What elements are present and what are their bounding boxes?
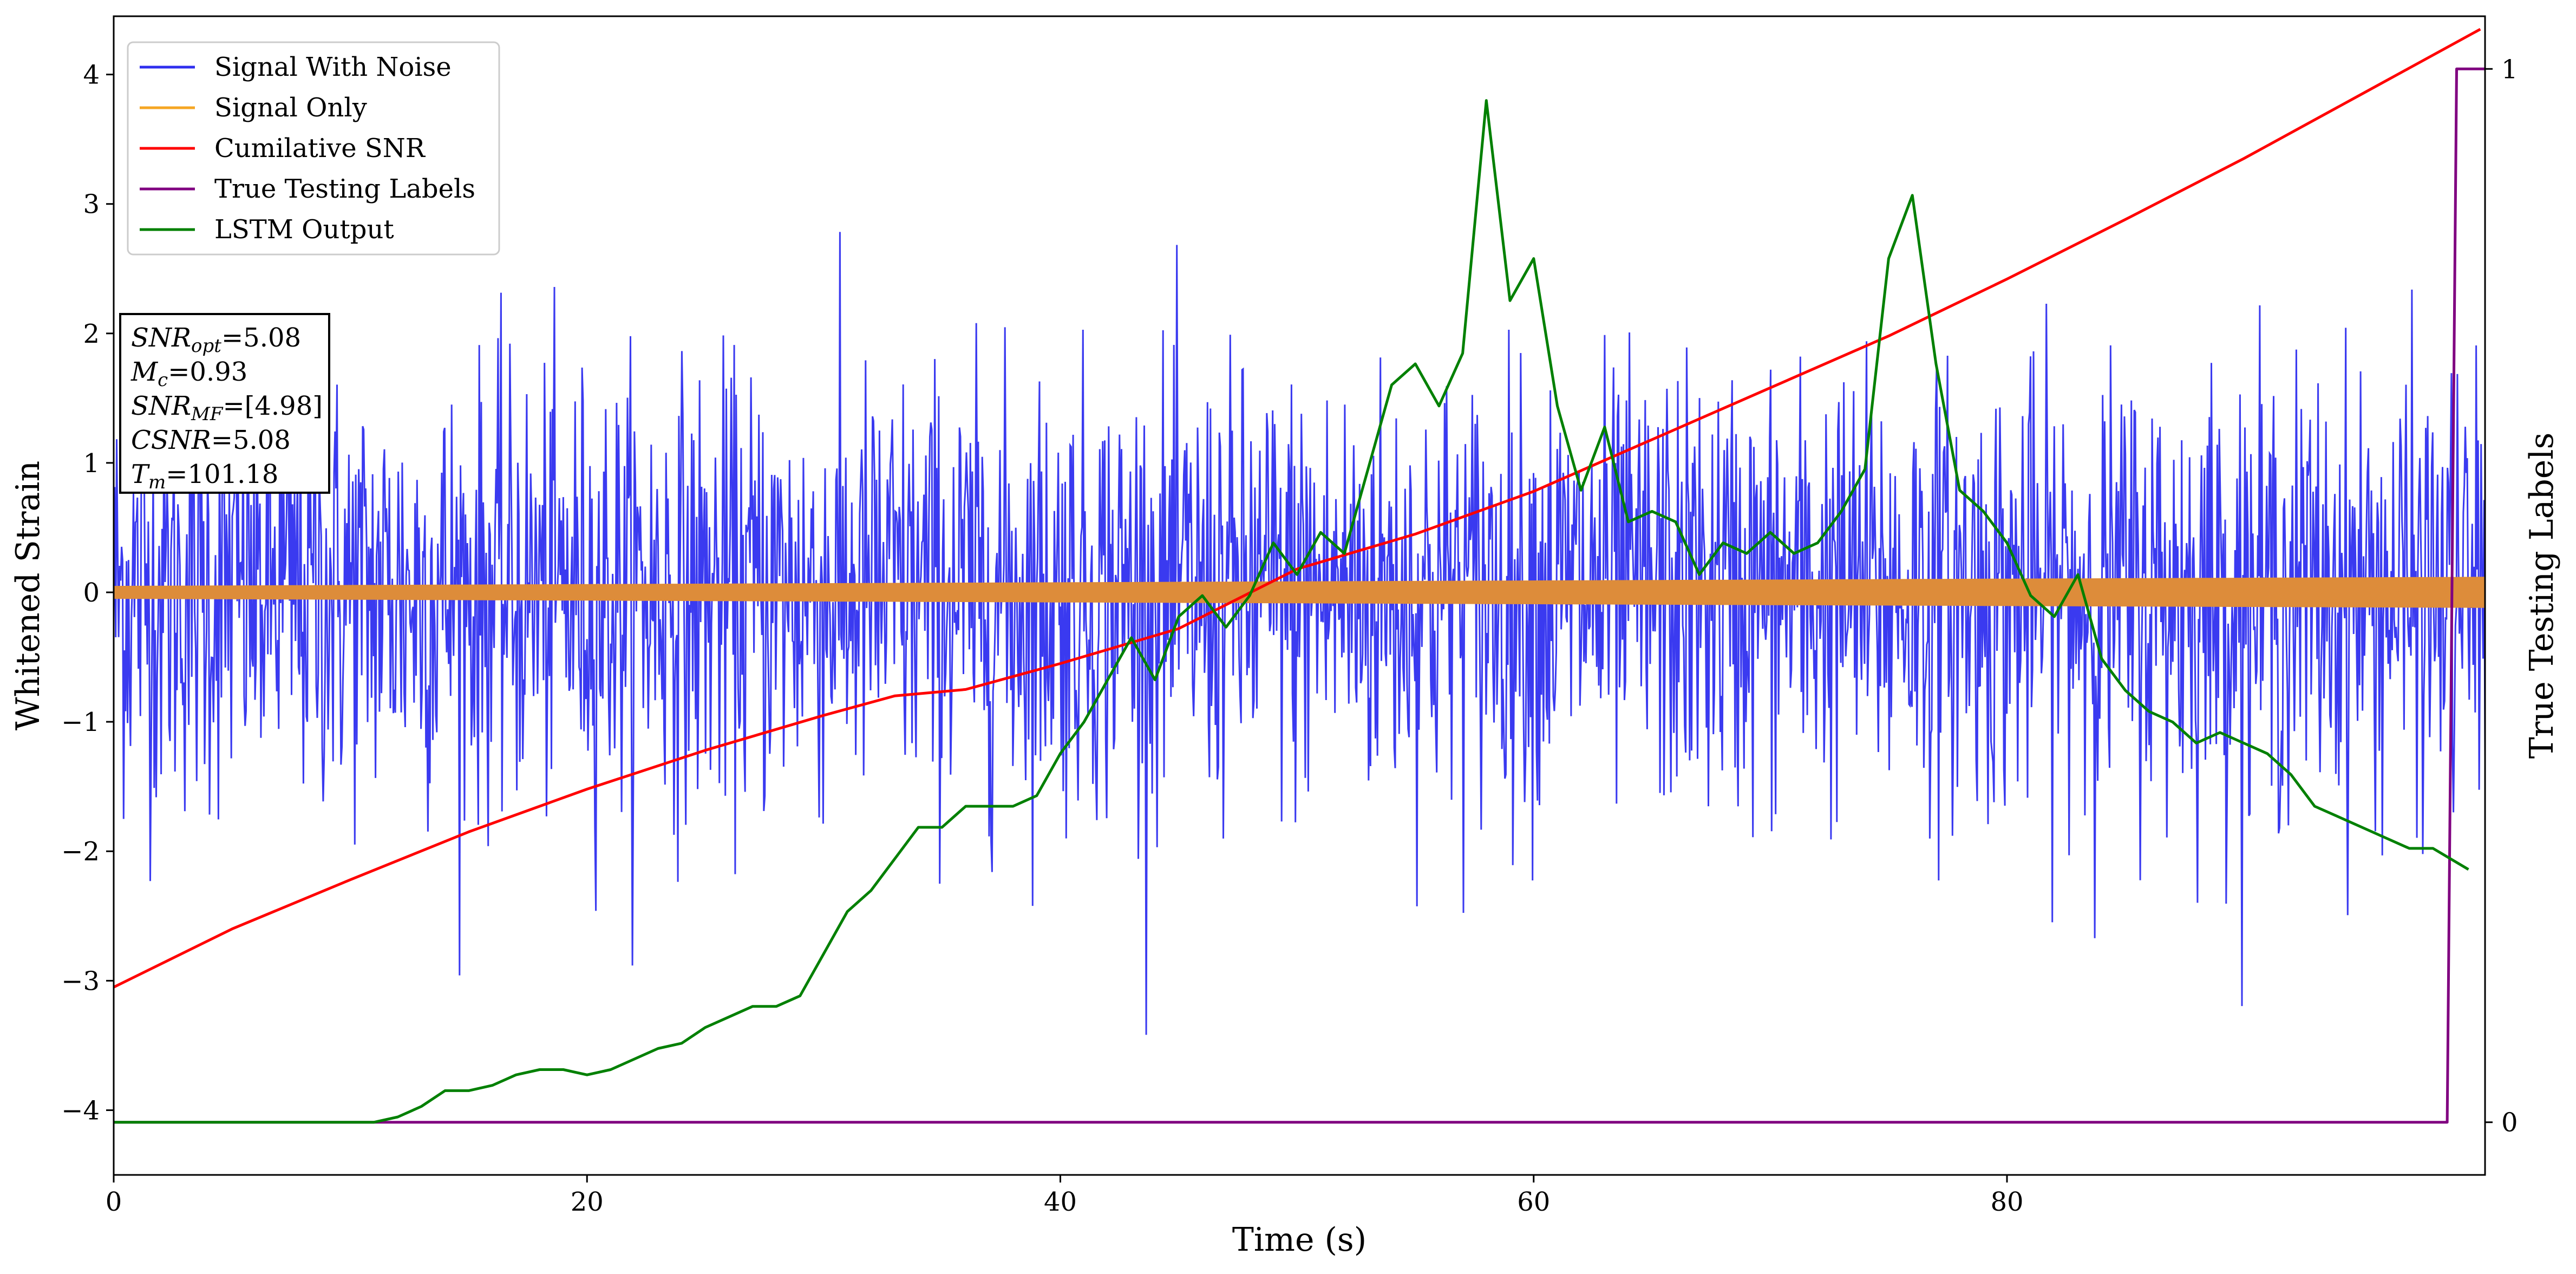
info-line: SNRopt=5.08 bbox=[131, 323, 301, 357]
y-tick-label: 3 bbox=[83, 190, 100, 220]
y-tick-label: −2 bbox=[61, 837, 100, 867]
plot-frame bbox=[113, 15, 2486, 1176]
y2-tick-label: 0 bbox=[2501, 1108, 2518, 1138]
info-line: Tm=101.18 bbox=[131, 459, 278, 493]
signal-with-noise-series bbox=[114, 232, 2485, 1035]
legend: Signal With Noise Signal Only Cumilative S… bbox=[127, 41, 500, 256]
legend-label: Cumilative SNR bbox=[214, 133, 426, 164]
info-line: Mc=0.93 bbox=[130, 357, 247, 391]
y2-axis-label: True Testing Labels bbox=[2523, 433, 2561, 759]
y-tick-label: 2 bbox=[83, 319, 100, 349]
y-tick-label: 1 bbox=[83, 448, 100, 479]
cumulative-snr-line bbox=[114, 28, 2481, 989]
signal-only-band bbox=[114, 577, 2485, 608]
lstm-output-line bbox=[114, 99, 2469, 1124]
x-tick-label: 0 bbox=[106, 1187, 122, 1217]
legend-label: True Testing Labels bbox=[214, 174, 475, 204]
x-axis-label: Time (s) bbox=[1232, 1221, 1367, 1259]
y-tick-label: 0 bbox=[83, 578, 100, 608]
y-axis-label: Whitened Strain bbox=[9, 461, 47, 730]
x-tick-label: 20 bbox=[571, 1187, 604, 1217]
y-tick-label: −3 bbox=[61, 966, 100, 996]
true-testing-labels-line bbox=[114, 67, 2485, 1124]
info-box-frame bbox=[119, 313, 330, 494]
legend-label: Signal With Noise bbox=[214, 52, 452, 82]
legend-label: LSTM Output bbox=[214, 214, 394, 245]
y-tick-label: −4 bbox=[61, 1095, 100, 1126]
noise-line bbox=[114, 232, 2485, 1035]
y-tick-label: 4 bbox=[83, 60, 100, 90]
legend-box bbox=[127, 41, 500, 256]
x-tick-label: 80 bbox=[1990, 1187, 2023, 1217]
y2-tick-label: 1 bbox=[2501, 54, 2518, 84]
info-line: CSNR=5.08 bbox=[131, 425, 291, 455]
info-line: SNRMF=[4.98] bbox=[131, 391, 323, 425]
x-tick-label: 60 bbox=[1517, 1187, 1550, 1217]
y-tick-label: −1 bbox=[61, 707, 100, 737]
x-tick-label: 40 bbox=[1044, 1187, 1077, 1217]
signal-only-series bbox=[114, 577, 2485, 608]
legend-label: Signal Only bbox=[214, 93, 367, 123]
